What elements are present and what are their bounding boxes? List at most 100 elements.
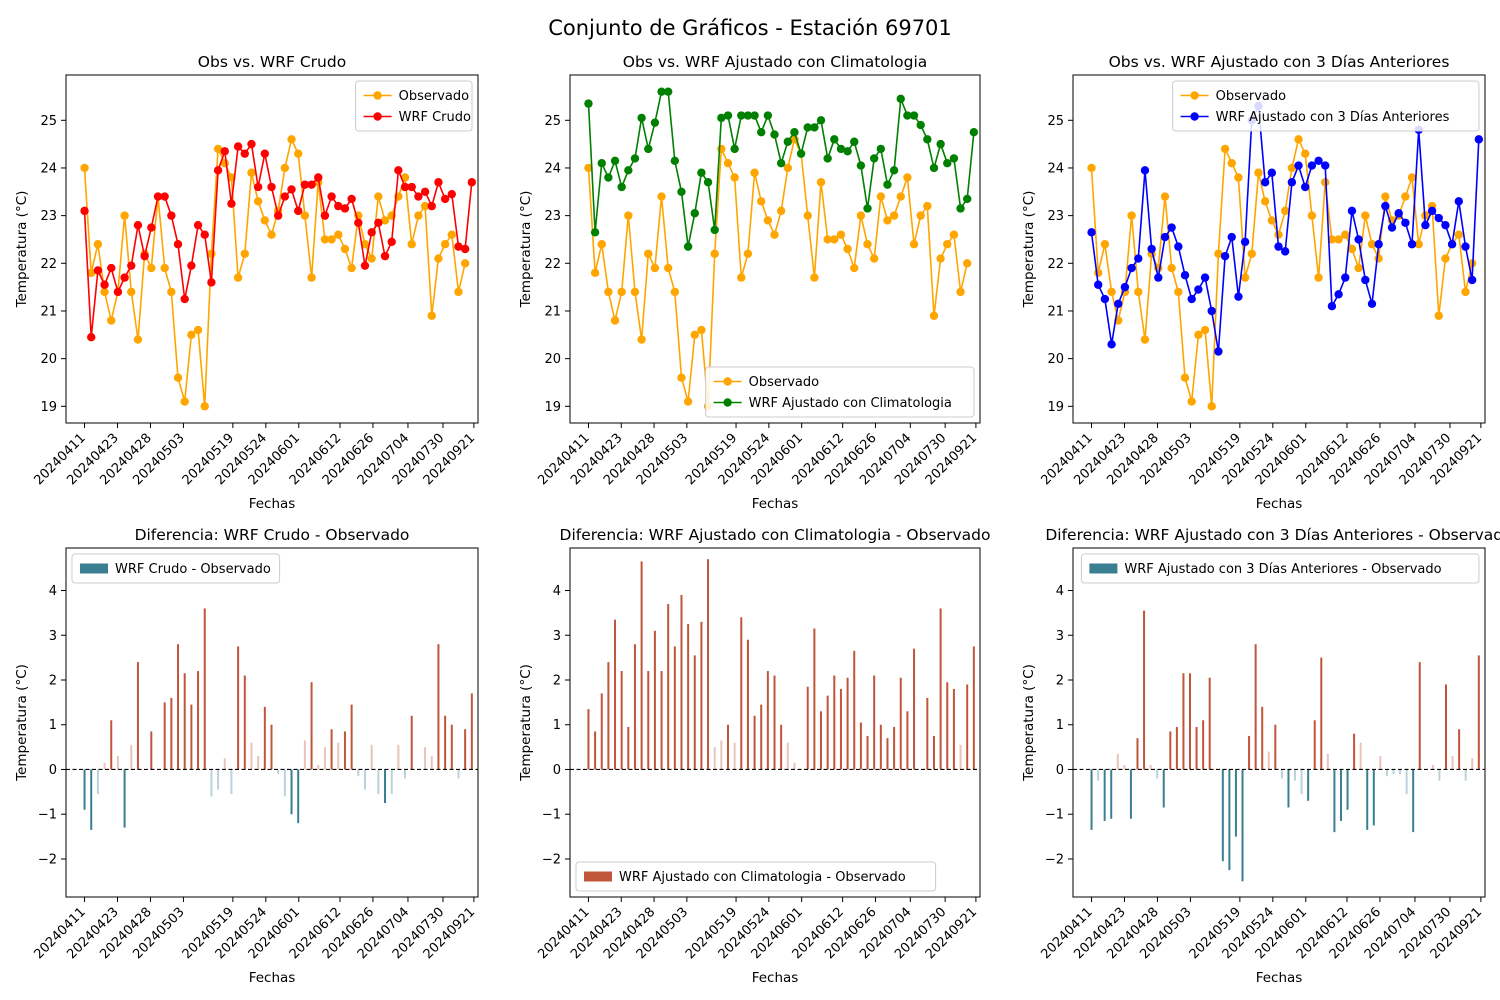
data-point <box>160 263 169 273</box>
bar <box>1346 769 1349 810</box>
data-point <box>1247 249 1256 258</box>
bar <box>223 758 226 770</box>
bar <box>203 608 206 770</box>
data-point <box>730 173 739 182</box>
data-point <box>287 185 296 194</box>
data-point <box>187 330 196 340</box>
data-point <box>440 240 450 249</box>
data-point <box>100 280 109 289</box>
data-point <box>936 139 945 149</box>
data-point <box>1301 149 1310 158</box>
bar <box>290 769 293 815</box>
bar <box>673 646 676 770</box>
data-point <box>604 287 613 297</box>
data-point <box>334 201 343 211</box>
bar <box>733 742 736 770</box>
data-point <box>173 240 183 249</box>
data-point <box>1274 242 1283 251</box>
axes-frame <box>1072 547 1486 898</box>
data-point <box>677 373 686 382</box>
y-tick-label: 1 <box>553 718 561 733</box>
y-tick-label: −2 <box>542 852 561 867</box>
data-point <box>670 156 680 166</box>
data-point <box>153 192 163 201</box>
data-point <box>447 189 456 199</box>
data-point <box>1414 240 1423 249</box>
bar <box>786 742 789 770</box>
bar <box>633 644 636 770</box>
chart-6: Diferencia: WRF Ajustado con 3 Días Ante… <box>1021 526 1500 986</box>
bar <box>1116 753 1119 770</box>
data-point <box>1381 201 1390 211</box>
data-point <box>180 294 189 304</box>
bar <box>846 677 849 770</box>
bar <box>263 706 266 770</box>
bar <box>1261 706 1264 770</box>
y-tick-label: 21 <box>544 304 561 319</box>
data-point <box>869 254 879 263</box>
data-point <box>883 216 892 225</box>
data-point <box>630 287 640 297</box>
data-point <box>240 149 249 158</box>
chart-1: Obs vs. WRF Crudo19202122232425202404112… <box>14 53 479 512</box>
data-point <box>803 211 812 220</box>
data-point <box>187 261 196 270</box>
bar <box>720 740 723 770</box>
bar <box>1326 753 1329 770</box>
bar <box>1294 769 1297 781</box>
y-tick-label: −1 <box>542 808 561 823</box>
data-point <box>460 244 470 254</box>
data-point <box>367 228 376 237</box>
data-point <box>1454 197 1463 206</box>
bar <box>283 769 286 797</box>
data-point <box>776 206 786 216</box>
data-point <box>360 240 370 249</box>
data-point <box>816 178 826 187</box>
data-point <box>280 163 290 173</box>
data-point <box>690 330 699 340</box>
data-point <box>1267 168 1277 177</box>
bar <box>297 769 300 824</box>
bar <box>190 704 193 770</box>
series-line <box>1090 102 1480 352</box>
bar <box>397 744 400 770</box>
legend-swatch-marker <box>723 377 732 386</box>
data-point <box>597 240 606 249</box>
bar <box>1234 769 1237 837</box>
data-point <box>1267 216 1277 225</box>
data-point <box>193 325 203 335</box>
x-axis-label: Fechas <box>752 970 799 986</box>
data-point <box>909 111 919 120</box>
data-point <box>133 335 143 344</box>
bar <box>217 769 220 790</box>
data-point <box>923 201 932 211</box>
y-tick-label: 0 <box>553 763 561 778</box>
plot-area <box>584 87 979 411</box>
data-point <box>1167 223 1176 232</box>
bar <box>853 650 856 770</box>
data-point <box>87 332 96 342</box>
data-point <box>783 163 792 173</box>
data-point <box>617 287 626 297</box>
data-point <box>120 273 129 282</box>
data-point <box>1100 240 1110 249</box>
bar <box>813 628 816 770</box>
data-point <box>670 287 680 297</box>
bar <box>323 747 326 770</box>
data-point <box>253 182 263 192</box>
x-axis-label: Fechas <box>249 496 296 512</box>
bar <box>1162 769 1165 808</box>
y-tick-label: 23 <box>544 209 561 224</box>
bar <box>1464 769 1467 781</box>
bar <box>337 742 340 770</box>
data-point <box>347 263 356 273</box>
bar <box>959 744 962 770</box>
data-point <box>650 263 660 273</box>
data-point <box>1341 273 1350 282</box>
legend-box <box>355 80 473 132</box>
data-point <box>949 154 959 163</box>
legend-label: WRF Ajustado con 3 Días Anteriores <box>1216 110 1450 125</box>
y-tick-label: 3 <box>49 629 57 644</box>
data-point <box>604 173 613 182</box>
data-point <box>407 182 416 192</box>
